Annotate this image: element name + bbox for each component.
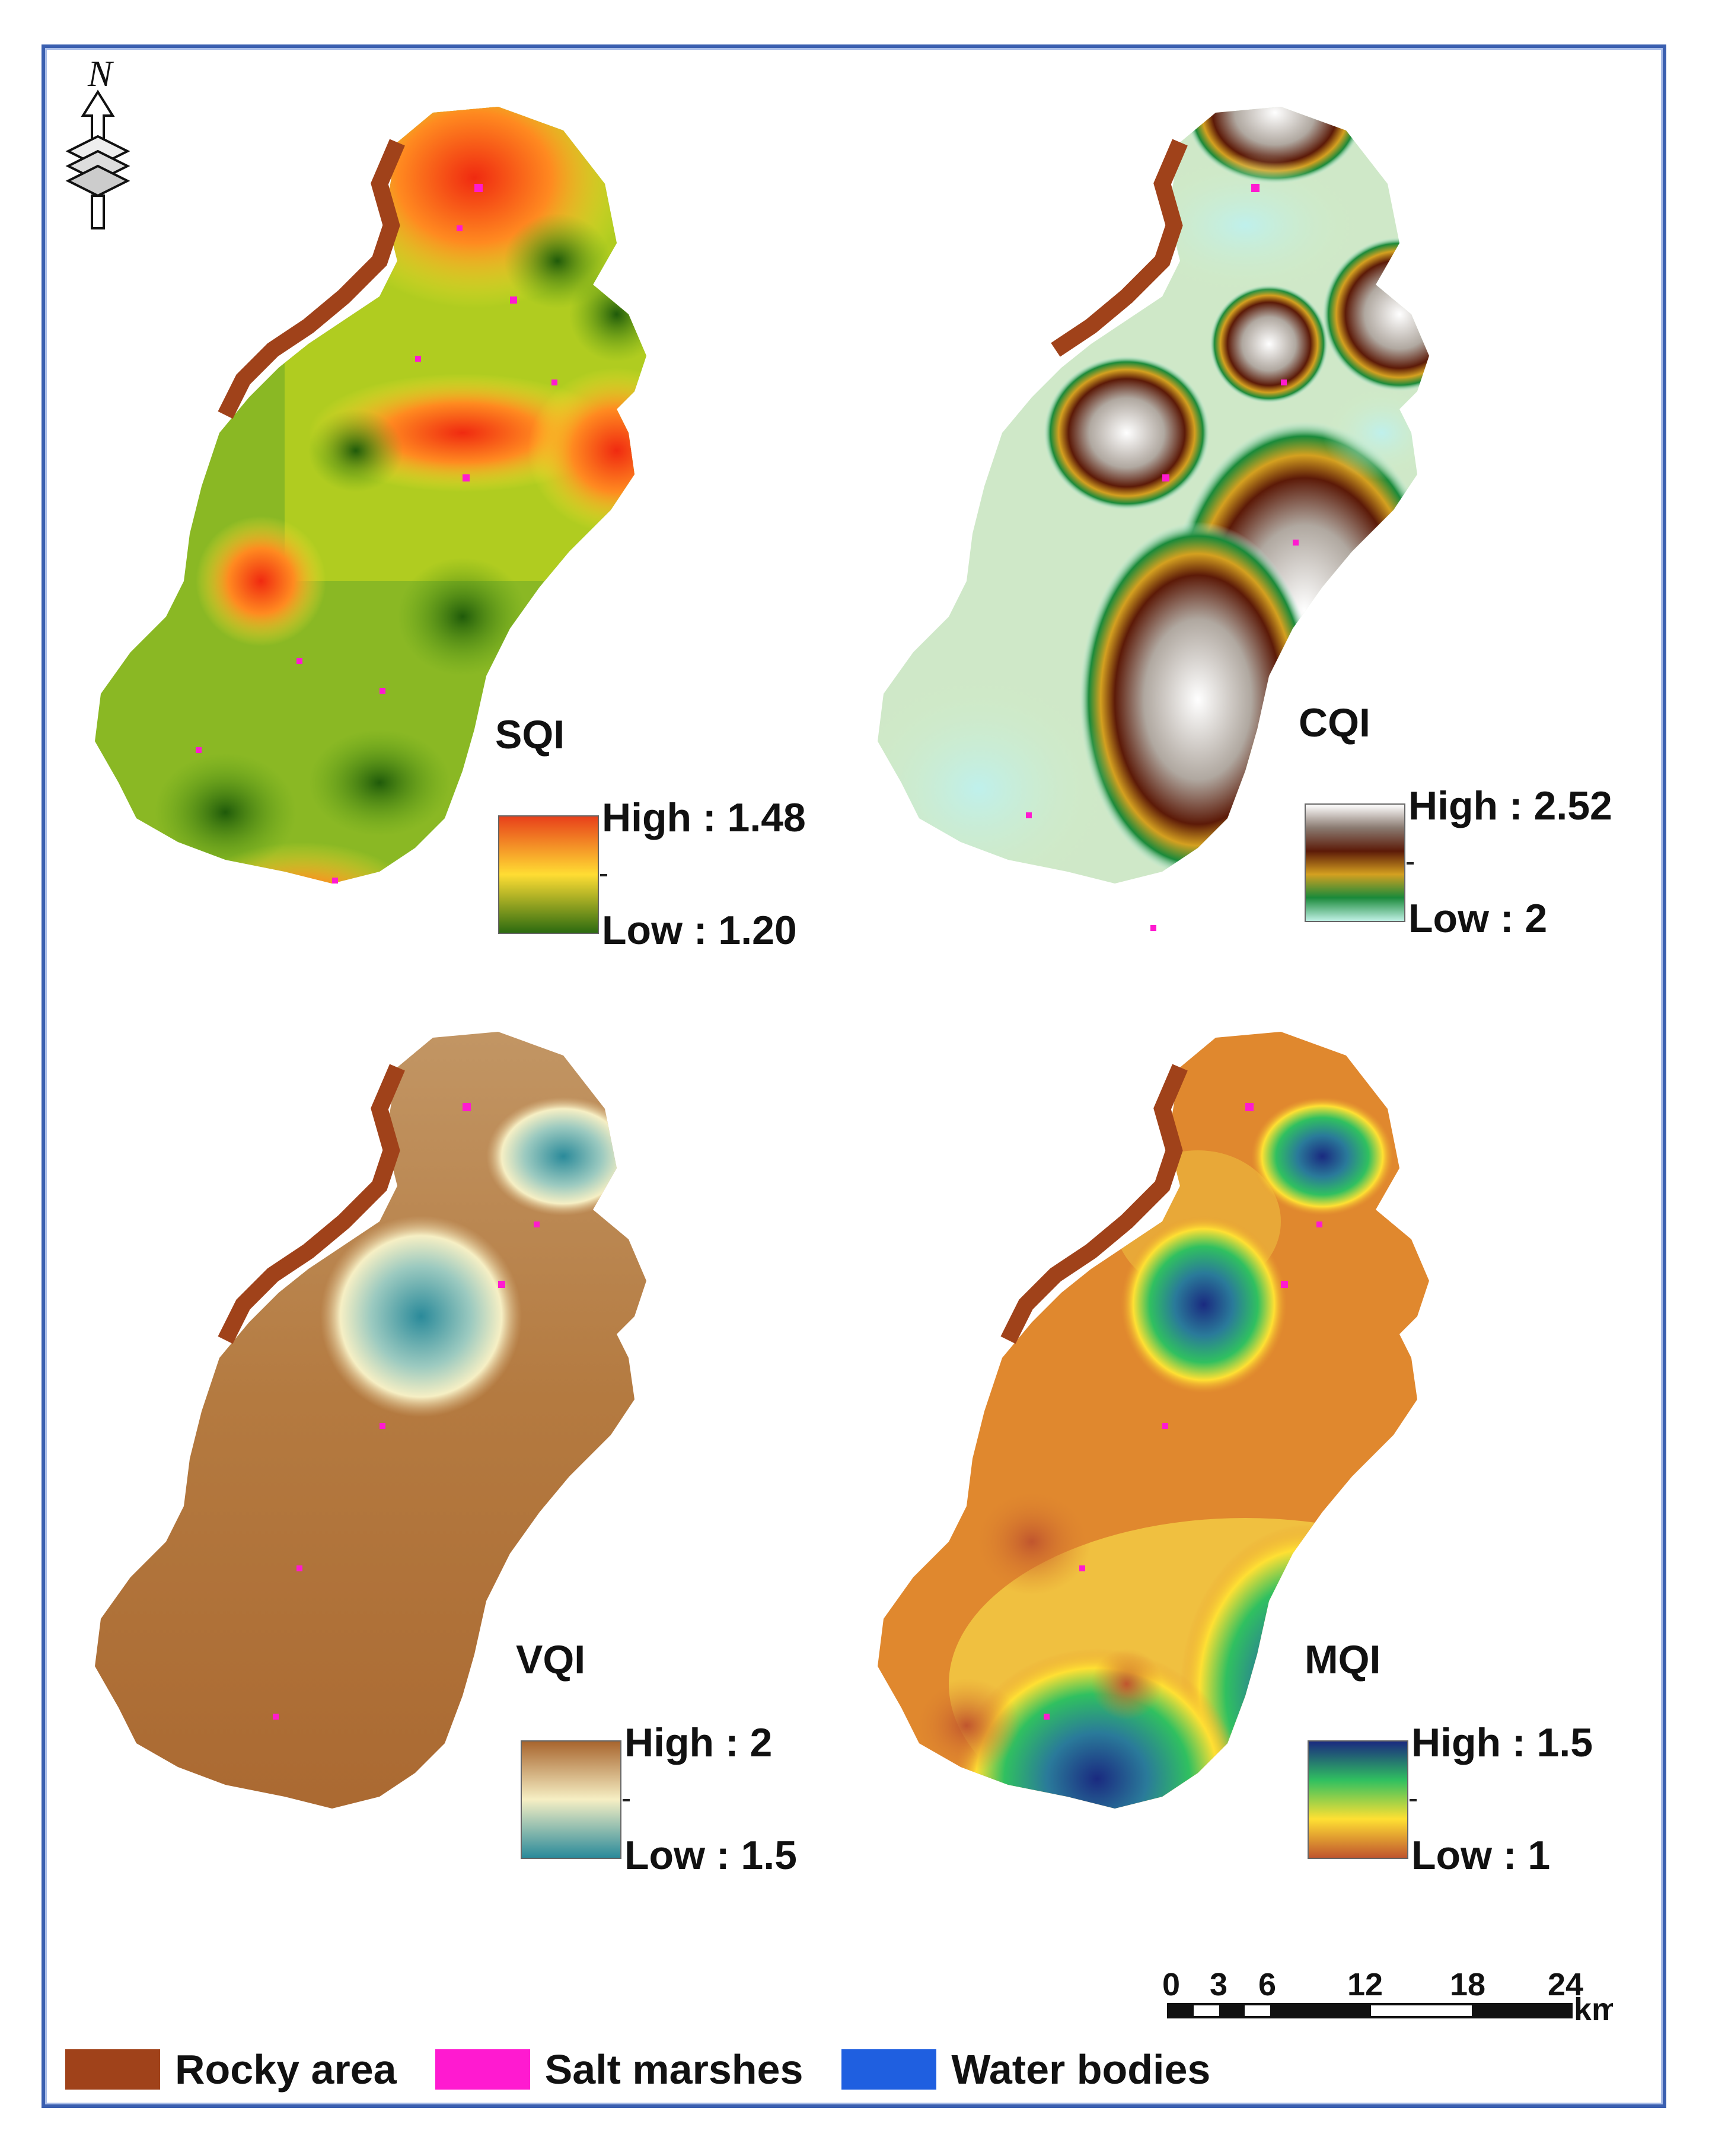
vqi-map-panel — [47, 972, 878, 1921]
north-label: N — [87, 56, 114, 94]
cqi-title: CQI — [1299, 700, 1370, 745]
sqi-map-panel — [47, 47, 878, 996]
salt-marshes-label: Salt marshes — [544, 2046, 804, 2093]
scale-tick-6: 6 — [1258, 1967, 1276, 2002]
vqi-legend-tick — [623, 1799, 630, 1801]
scale-tick-18: 18 — [1450, 1967, 1485, 2002]
mqi-legend-tick — [1410, 1799, 1417, 1801]
cqi-legend-high: High : 2.52 — [1408, 783, 1612, 828]
sqi-title: SQI — [495, 712, 565, 757]
water-bodies-label: Water bodies — [951, 2046, 1211, 2093]
scale-tick-0: 0 — [1162, 1967, 1180, 2002]
sqi-legend-low: Low : 1.20 — [602, 908, 797, 953]
mqi-legend-low: Low : 1 — [1411, 1833, 1551, 1878]
cqi-legend-low: Low : 2 — [1408, 896, 1548, 941]
scale-tick-24: 24 — [1548, 1967, 1583, 2002]
mqi-legend-high: High : 1.5 — [1411, 1720, 1593, 1765]
rocky-area-label: Rocky area — [175, 2046, 397, 2093]
vqi-surface — [95, 1032, 646, 1809]
scale-bar: 0 3 6 12 18 24 km — [1162, 1963, 1620, 2040]
scale-tick-3: 3 — [1210, 1967, 1227, 2002]
mqi-surface — [878, 1032, 1429, 1809]
sqi-surface — [95, 107, 646, 884]
scale-unit: km — [1574, 1992, 1613, 2027]
north-arrow-icon: N — [65, 54, 130, 229]
map-legend: Rocky area Salt marshes Water bodies — [65, 2040, 1249, 2099]
rocky-area-swatch — [65, 2049, 160, 2090]
scale-tick-12: 12 — [1347, 1967, 1383, 2002]
north-arrow: N — [59, 54, 136, 234]
map-frame — [42, 44, 1666, 2108]
salt-marshes-swatch — [435, 2049, 530, 2090]
mqi-map-panel — [830, 972, 1660, 1921]
vqi-legend-low: Low : 1.5 — [624, 1833, 797, 1878]
water-bodies-swatch — [841, 2049, 937, 2090]
vqi-legend-high: High : 2 — [624, 1720, 773, 1765]
mqi-title: MQI — [1305, 1637, 1381, 1682]
cqi-map-panel — [830, 47, 1660, 996]
vqi-legend-ramp — [521, 1740, 621, 1859]
sqi-legend-tick — [600, 874, 607, 876]
cqi-legend-ramp — [1305, 803, 1405, 922]
cqi-legend-tick — [1407, 862, 1414, 865]
mqi-legend-ramp — [1308, 1740, 1408, 1859]
vqi-title: VQI — [516, 1637, 586, 1682]
cqi-surface — [878, 107, 1429, 931]
sqi-legend-ramp — [498, 815, 599, 934]
sqi-legend-high: High : 1.48 — [602, 795, 806, 840]
